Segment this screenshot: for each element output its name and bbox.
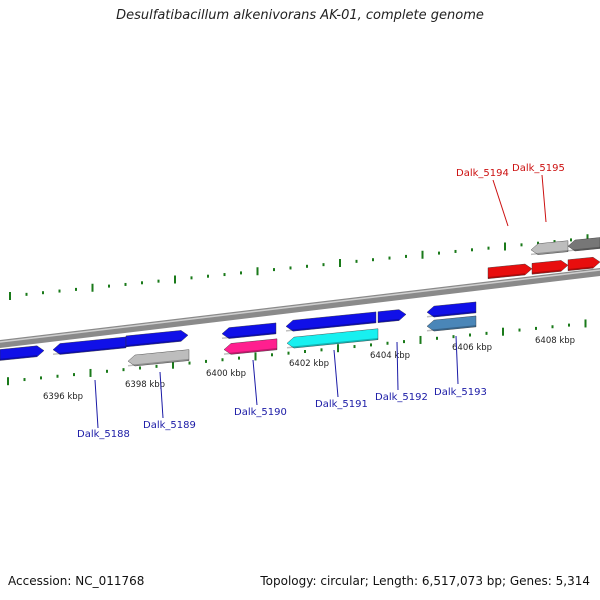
gene-arrow-shade xyxy=(125,339,182,347)
gene-arrow xyxy=(125,330,189,348)
map-title: Desulfatibacillum alkenivorans AK-01, co… xyxy=(116,8,484,23)
gene-block xyxy=(223,338,278,355)
gene-leader-line xyxy=(94,379,99,429)
gene-block-shade xyxy=(286,337,379,349)
scale-label: 6400 kbp xyxy=(206,369,246,379)
scale-label: 6408 kbp xyxy=(535,336,575,346)
gene-block xyxy=(426,315,477,332)
gene-leader-line xyxy=(396,341,399,391)
scale-label: 6404 kbp xyxy=(370,351,410,361)
gene-arrow-shade xyxy=(221,332,277,340)
gene-block xyxy=(567,237,600,252)
gene-label: Dalk_5193 xyxy=(434,387,487,398)
gene-label: Dalk_5190 xyxy=(234,407,287,418)
gene-arrow xyxy=(426,301,477,318)
accession-label: Accession: NC_011768 xyxy=(8,574,145,588)
gene-arrow xyxy=(0,345,45,361)
gene-block-shade xyxy=(567,246,600,252)
gene-label: Dalk_5192 xyxy=(375,392,428,403)
scale-label: 6398 kbp xyxy=(125,380,165,390)
gene-arrow-shade xyxy=(377,318,400,323)
gene-leader-line xyxy=(333,349,339,398)
gene-arrow-shade xyxy=(487,273,526,279)
gene-block-shade xyxy=(426,325,477,332)
genome-backbone xyxy=(0,268,600,348)
gene-label: Dalk_5188 xyxy=(77,429,130,440)
gene-label: Dalk_5194 xyxy=(456,168,509,179)
gene-block xyxy=(286,328,379,349)
gene-block-shade xyxy=(127,358,190,367)
genome-summary-label: Topology: circular; Length: 6,517,073 bp… xyxy=(260,574,590,588)
gene-block-shade xyxy=(223,348,278,355)
gene-arrow-shade xyxy=(0,355,38,361)
gene-arrow xyxy=(377,309,407,323)
gene-arrow xyxy=(285,311,377,332)
scale-label: 6396 kbp xyxy=(43,392,83,402)
gene-arrow-shade xyxy=(567,266,594,271)
gene-arrow-shade xyxy=(426,311,477,318)
gene-arrow xyxy=(221,322,277,339)
gene-block-shade xyxy=(530,249,569,256)
genome-backbone-highlight xyxy=(0,269,600,343)
gene-leader-line xyxy=(252,359,258,406)
gene-leader-line xyxy=(455,335,459,385)
scale-label: 6406 kbp xyxy=(452,343,492,353)
scale-label: 6402 kbp xyxy=(289,359,329,369)
gene-arrow-shade xyxy=(52,346,127,355)
gene-leader-line xyxy=(159,371,164,419)
gene-label: Dalk_5189 xyxy=(143,420,196,431)
gene-leader-line xyxy=(492,179,509,227)
gene-block xyxy=(127,349,190,367)
gene-arrow xyxy=(531,260,569,275)
gene-arrow-shade xyxy=(531,269,562,275)
gene-label: Dalk_5191 xyxy=(315,399,368,410)
gene-arrow xyxy=(487,263,533,279)
gene-arrow-shade xyxy=(285,321,377,332)
gene-label: Dalk_5195 xyxy=(512,163,565,174)
gene-arrow xyxy=(567,256,600,271)
gene-leader-line xyxy=(541,174,547,223)
